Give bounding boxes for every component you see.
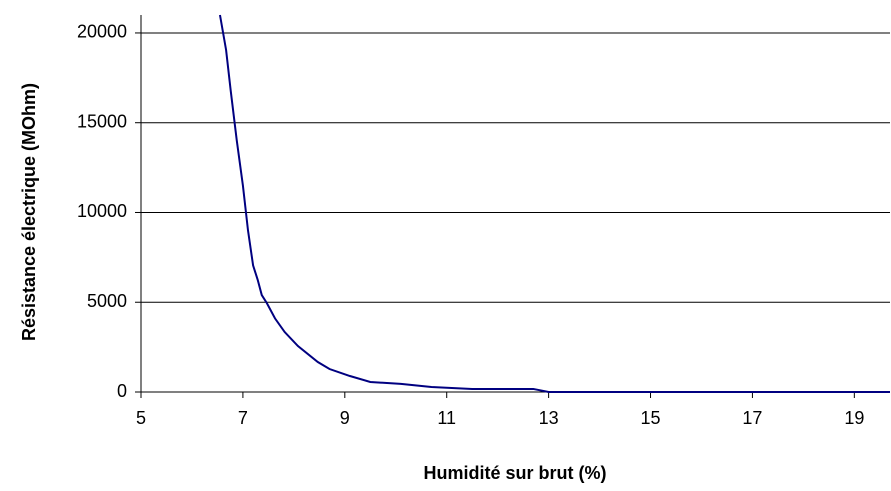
x-tick-label: 9 (340, 408, 350, 428)
x-tick-label: 7 (238, 408, 248, 428)
x-tick-label: 5 (136, 408, 146, 428)
x-tick-label: 17 (742, 408, 762, 428)
y-tick-label: 15000 (77, 111, 127, 131)
y-axis-label: Résistance électrique (MOhm) (19, 83, 39, 341)
y-tick-label: 5000 (87, 291, 127, 311)
y-tick-label: 20000 (77, 22, 127, 42)
x-axis-label: Humidité sur brut (%) (424, 463, 607, 483)
x-tick-label: 19 (844, 408, 864, 428)
x-tick-label: 15 (641, 408, 661, 428)
y-tick-label: 0 (117, 381, 127, 401)
y-tick-label: 10000 (77, 201, 127, 221)
data-line (218, 14, 890, 393)
x-tick-label: 11 (437, 408, 456, 428)
x-tick-label: 13 (539, 408, 559, 428)
